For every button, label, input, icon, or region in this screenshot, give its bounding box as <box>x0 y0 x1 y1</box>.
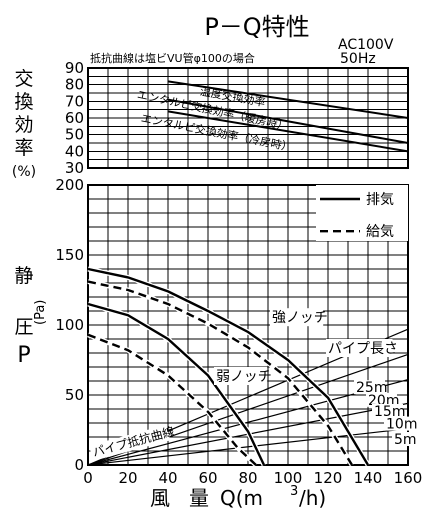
legend-label-supply: 給気 <box>366 224 394 240</box>
pq-xtick-label: 80 <box>238 469 257 487</box>
pipe-length-heading-group: パイプ長さ <box>326 339 398 357</box>
pq-ytick-label: 200 <box>55 176 84 194</box>
pq-ytick-label: 50 <box>65 386 84 404</box>
strong-notch-label-group: 強ノッチ <box>270 308 328 326</box>
weak-notch-label-group: 弱ノッチ <box>214 367 272 385</box>
strong-notch-label: 強ノッチ <box>272 310 328 326</box>
pq-xtick-label: 0 <box>83 469 93 487</box>
eff-ylabel-char-3: 効 <box>14 114 33 136</box>
pq-xtick-label: 100 <box>274 469 303 487</box>
pq-xtick-label: 160 <box>394 469 423 487</box>
pq-xtick-label: 120 <box>314 469 343 487</box>
eff-ylabel-char-2: 換 <box>14 91 33 113</box>
pq-xtick-label: 60 <box>198 469 217 487</box>
weak-notch-label: 弱ノッチ <box>216 369 272 385</box>
pq-ylabel-char-1: 静 <box>14 265 33 287</box>
pq-ylabel-unit: (Pa) <box>33 300 48 325</box>
pipe-length-heading: パイプ長さ <box>328 341 398 357</box>
eff-ytick-label: 60 <box>65 109 84 127</box>
pq-ylabel-char-2: 圧 <box>14 316 33 338</box>
eff-ytick-label: 50 <box>65 126 84 144</box>
xlabel-char-1: 風 <box>150 486 170 510</box>
xlabel-char-2: 量 <box>189 486 209 510</box>
eff-ytick-label: 40 <box>65 142 84 160</box>
eff-ylabel-char-4: 率 <box>14 137 33 159</box>
eff-ytick-label: 90 <box>65 59 84 77</box>
xlabel-quantity: Q(m <box>220 486 263 510</box>
pq-ytick-label: 150 <box>55 246 84 264</box>
pq-ylabel-symbol: P <box>17 343 30 368</box>
xlabel-unit-tail: /h) <box>299 486 326 510</box>
pq-xtick-label: 140 <box>354 469 383 487</box>
eff-ylabel-unit: (%) <box>12 164 36 180</box>
resistance-note: 抵抗曲線は塩ビVU管φ100の場合 <box>90 51 255 65</box>
eff-ytick-label: 70 <box>65 92 84 110</box>
pq-ytick-label: 100 <box>55 316 84 334</box>
efficiency-chart: 30405060708090温度交換効率エンタルピ交換効率（暖房時）エンタルピ交… <box>65 59 408 177</box>
eff-ylabel-char-1: 交 <box>14 68 33 90</box>
pipe-length-label: 10m <box>386 417 417 433</box>
pq-xtick-label: 20 <box>118 469 137 487</box>
eff-ytick-label: 80 <box>65 76 84 94</box>
pipe-length-label: 5m <box>394 432 417 448</box>
legend-label-exhaust: 排気 <box>366 192 394 208</box>
frequency-label: 50Hz <box>340 51 376 67</box>
legend-bg <box>316 185 408 241</box>
eff-ytick-label: 30 <box>65 159 84 177</box>
chart-title: P－Q特性 <box>204 13 309 41</box>
pipe-resistance-label-group: パイプ抵抗曲線 <box>89 423 176 461</box>
pq-xtick-label: 40 <box>158 469 177 487</box>
